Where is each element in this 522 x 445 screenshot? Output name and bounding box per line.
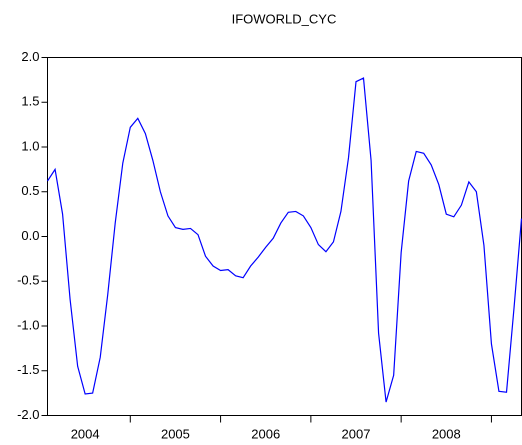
y-tick-label: 0.0 [21,228,39,243]
plot-frame [47,57,522,416]
y-tick-label: 2.0 [21,49,39,64]
data-line [46,77,522,403]
y-tick-label: -2.0 [17,407,39,422]
y-tick-label: 1.5 [21,94,39,109]
y-tick-label: 0.5 [21,183,39,198]
x-tick-label: 2004 [71,426,100,441]
y-tick-label: -0.5 [17,273,39,288]
chart-title: IFOWORLD_CYC [232,11,337,26]
x-tick-label: 2005 [161,426,190,441]
y-tick-label: -1.0 [17,317,39,332]
y-tick-label: -1.5 [17,362,39,377]
x-tick-label: 2006 [251,426,280,441]
x-tick-label: 2008 [432,426,461,441]
x-tick-label: 2007 [342,426,371,441]
y-tick-label: 1.0 [21,138,39,153]
